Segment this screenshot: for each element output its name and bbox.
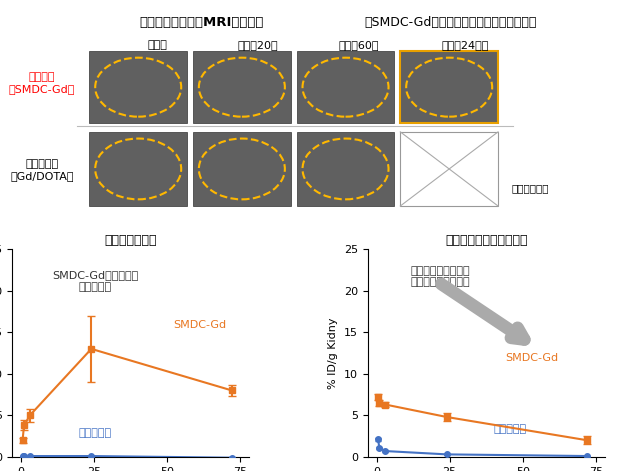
Y-axis label: % ID/g Kidny: % ID/g Kidny	[328, 317, 338, 389]
FancyBboxPatch shape	[89, 51, 187, 123]
Text: SMDC-Gd: SMDC-Gd	[173, 320, 226, 330]
Text: 市販造影剤: 市販造影剤	[494, 424, 526, 434]
Text: SMDC-Gd: SMDC-Gd	[505, 353, 558, 363]
FancyBboxPatch shape	[297, 132, 394, 206]
Text: どちらも経時的かつ
速やかな排泄を示す: どちらも経時的かつ 速やかな排泄を示す	[410, 266, 470, 287]
FancyBboxPatch shape	[400, 132, 498, 206]
Text: 点線内：腫瘍: 点線内：腫瘍	[512, 184, 549, 194]
FancyBboxPatch shape	[193, 51, 291, 123]
FancyBboxPatch shape	[297, 51, 394, 123]
Text: 本開発物
（SMDC-Gd）: 本開発物 （SMDC-Gd）	[9, 72, 75, 94]
Text: （SMDC-Gdは経時的な撮像を可能にする）: （SMDC-Gdは経時的な撮像を可能にする）	[365, 16, 537, 29]
FancyBboxPatch shape	[400, 51, 498, 123]
Text: SMDC-Gdの圧倒的な
腫瘍集積性: SMDC-Gdの圧倒的な 腫瘍集積性	[52, 270, 138, 292]
Text: 投与後60分: 投与後60分	[339, 41, 379, 50]
FancyBboxPatch shape	[193, 132, 291, 206]
Title: 腫瘍への集積性: 腫瘍への集積性	[104, 234, 157, 247]
Text: 市販造影剤: 市販造影剤	[79, 428, 112, 438]
Text: 市販造影剤
（Gd/DOTA）: 市販造影剤 （Gd/DOTA）	[10, 159, 73, 181]
Text: 投与後20分: 投与後20分	[238, 41, 278, 50]
Text: 投与前: 投与前	[147, 41, 167, 50]
FancyBboxPatch shape	[89, 132, 187, 206]
Text: 腫瘍を対象としたMRI測定結果: 腫瘍を対象としたMRI測定結果	[139, 16, 264, 29]
Text: 投与後24時間: 投与後24時間	[442, 41, 489, 50]
Title: 腎臓からのクリアランス: 腎臓からのクリアランス	[445, 234, 528, 247]
